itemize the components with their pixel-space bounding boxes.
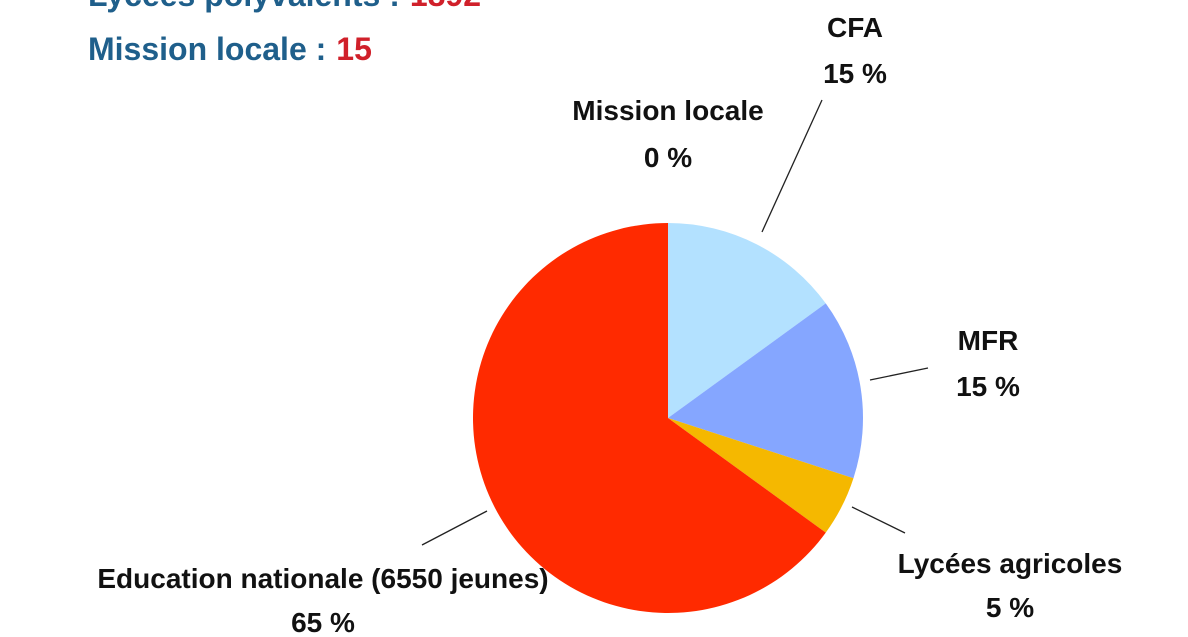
slice-label: Education nationale (6550 jeunes) (97, 563, 548, 594)
header-line: Lycées polyvalents : 1892 (88, 0, 481, 13)
pie-slice (668, 223, 826, 418)
slice-value-label: 15 % (823, 58, 887, 89)
header-label: Lycées polyvalents : (88, 0, 400, 13)
pie-slice (473, 223, 826, 613)
slice-label: MFR (958, 325, 1019, 356)
slice-value-label: 15 % (956, 371, 1020, 402)
header-value: 1892 (410, 0, 481, 13)
leader-line (851, 506, 906, 534)
leader-line (869, 367, 929, 381)
header-line: Mission locale : 15 (88, 31, 372, 67)
leader-line (761, 99, 823, 233)
leader-line (421, 510, 488, 546)
slice-value-label: 0 % (644, 142, 692, 173)
slice-label: Lycées agricoles (898, 548, 1123, 579)
slice-value-label: 65 % (291, 607, 355, 637)
slice-value-label: 5 % (986, 592, 1034, 623)
header-label: Mission locale : (88, 31, 326, 67)
slice-label: CFA (827, 12, 883, 43)
pie-slice (668, 303, 863, 479)
header-value: 15 (336, 31, 372, 67)
pie-slice (668, 418, 854, 533)
slice-label: Mission locale (572, 95, 763, 126)
